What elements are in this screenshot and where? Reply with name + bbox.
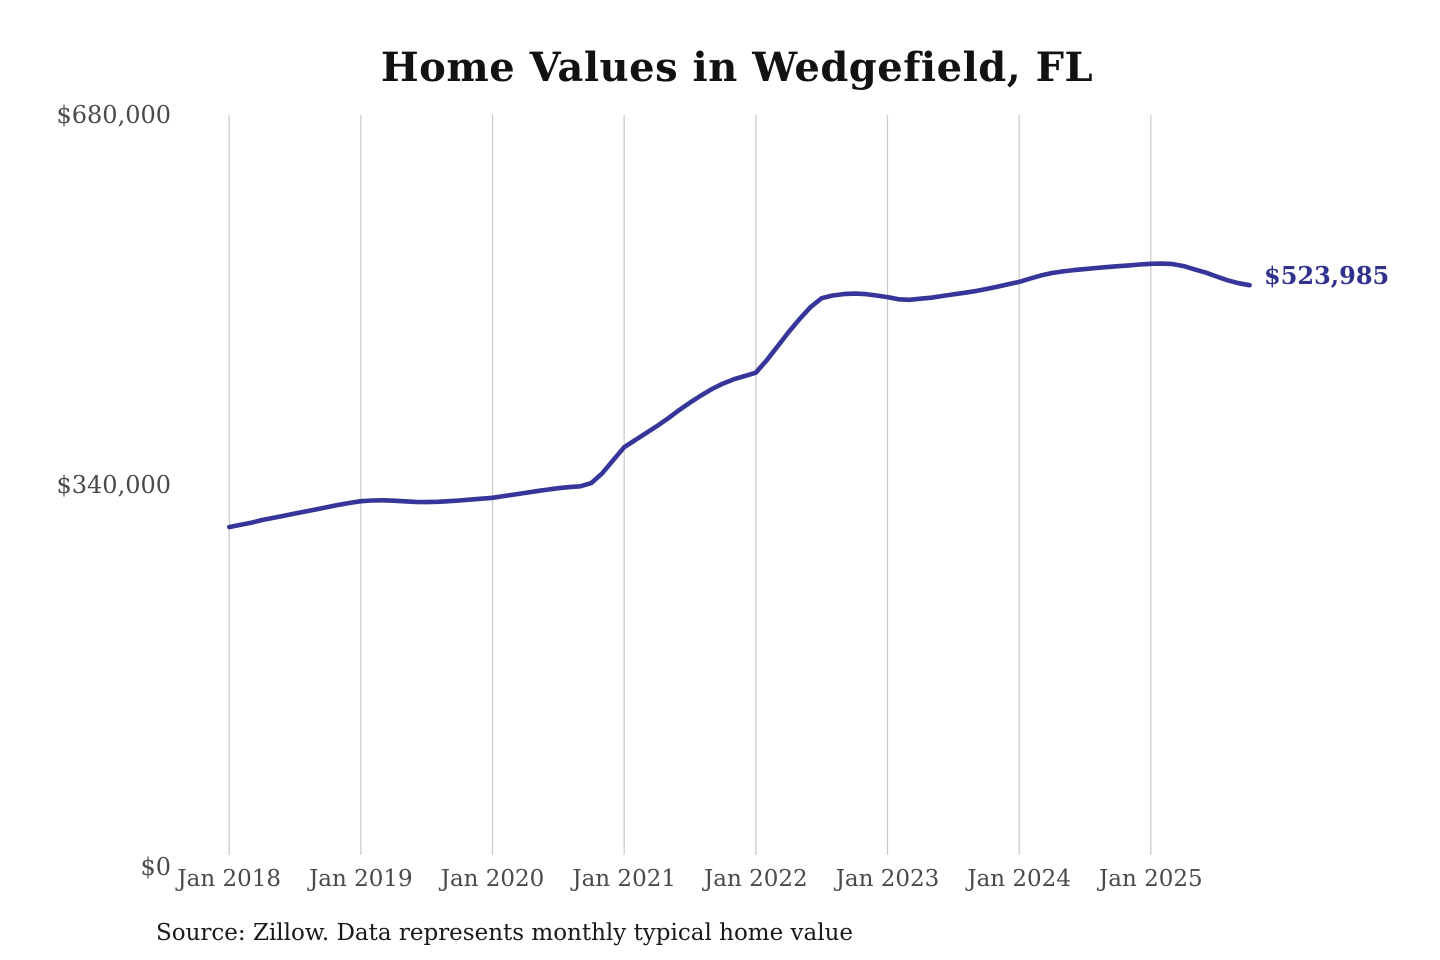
x-axis-tick-label: Jan 2023 bbox=[835, 866, 940, 892]
x-axis-tick-label: Jan 2022 bbox=[704, 866, 808, 892]
x-axis-tick-label: Jan 2025 bbox=[1099, 866, 1203, 892]
latest-value-label: $523,985 bbox=[1264, 261, 1390, 290]
y-axis-tick-label: $0 bbox=[140, 853, 171, 881]
x-axis-tick-label: Jan 2024 bbox=[967, 866, 1071, 892]
x-axis-tick-label: Jan 2018 bbox=[177, 866, 281, 892]
source-note: Source: Zillow. Data represents monthly … bbox=[156, 920, 854, 946]
y-axis-tick-label: $340,000 bbox=[56, 471, 171, 499]
home-value-series-line bbox=[226, 261, 1252, 530]
y-axis-tick-label: $680,000 bbox=[56, 101, 171, 129]
chart-title: Home Values in Wedgefield, FL bbox=[380, 44, 1094, 91]
x-axis-tick-label: Jan 2021 bbox=[572, 866, 676, 892]
x-axis-tick-label: Jan 2020 bbox=[440, 866, 545, 892]
x-axis-tick-label: Jan 2019 bbox=[309, 866, 413, 892]
